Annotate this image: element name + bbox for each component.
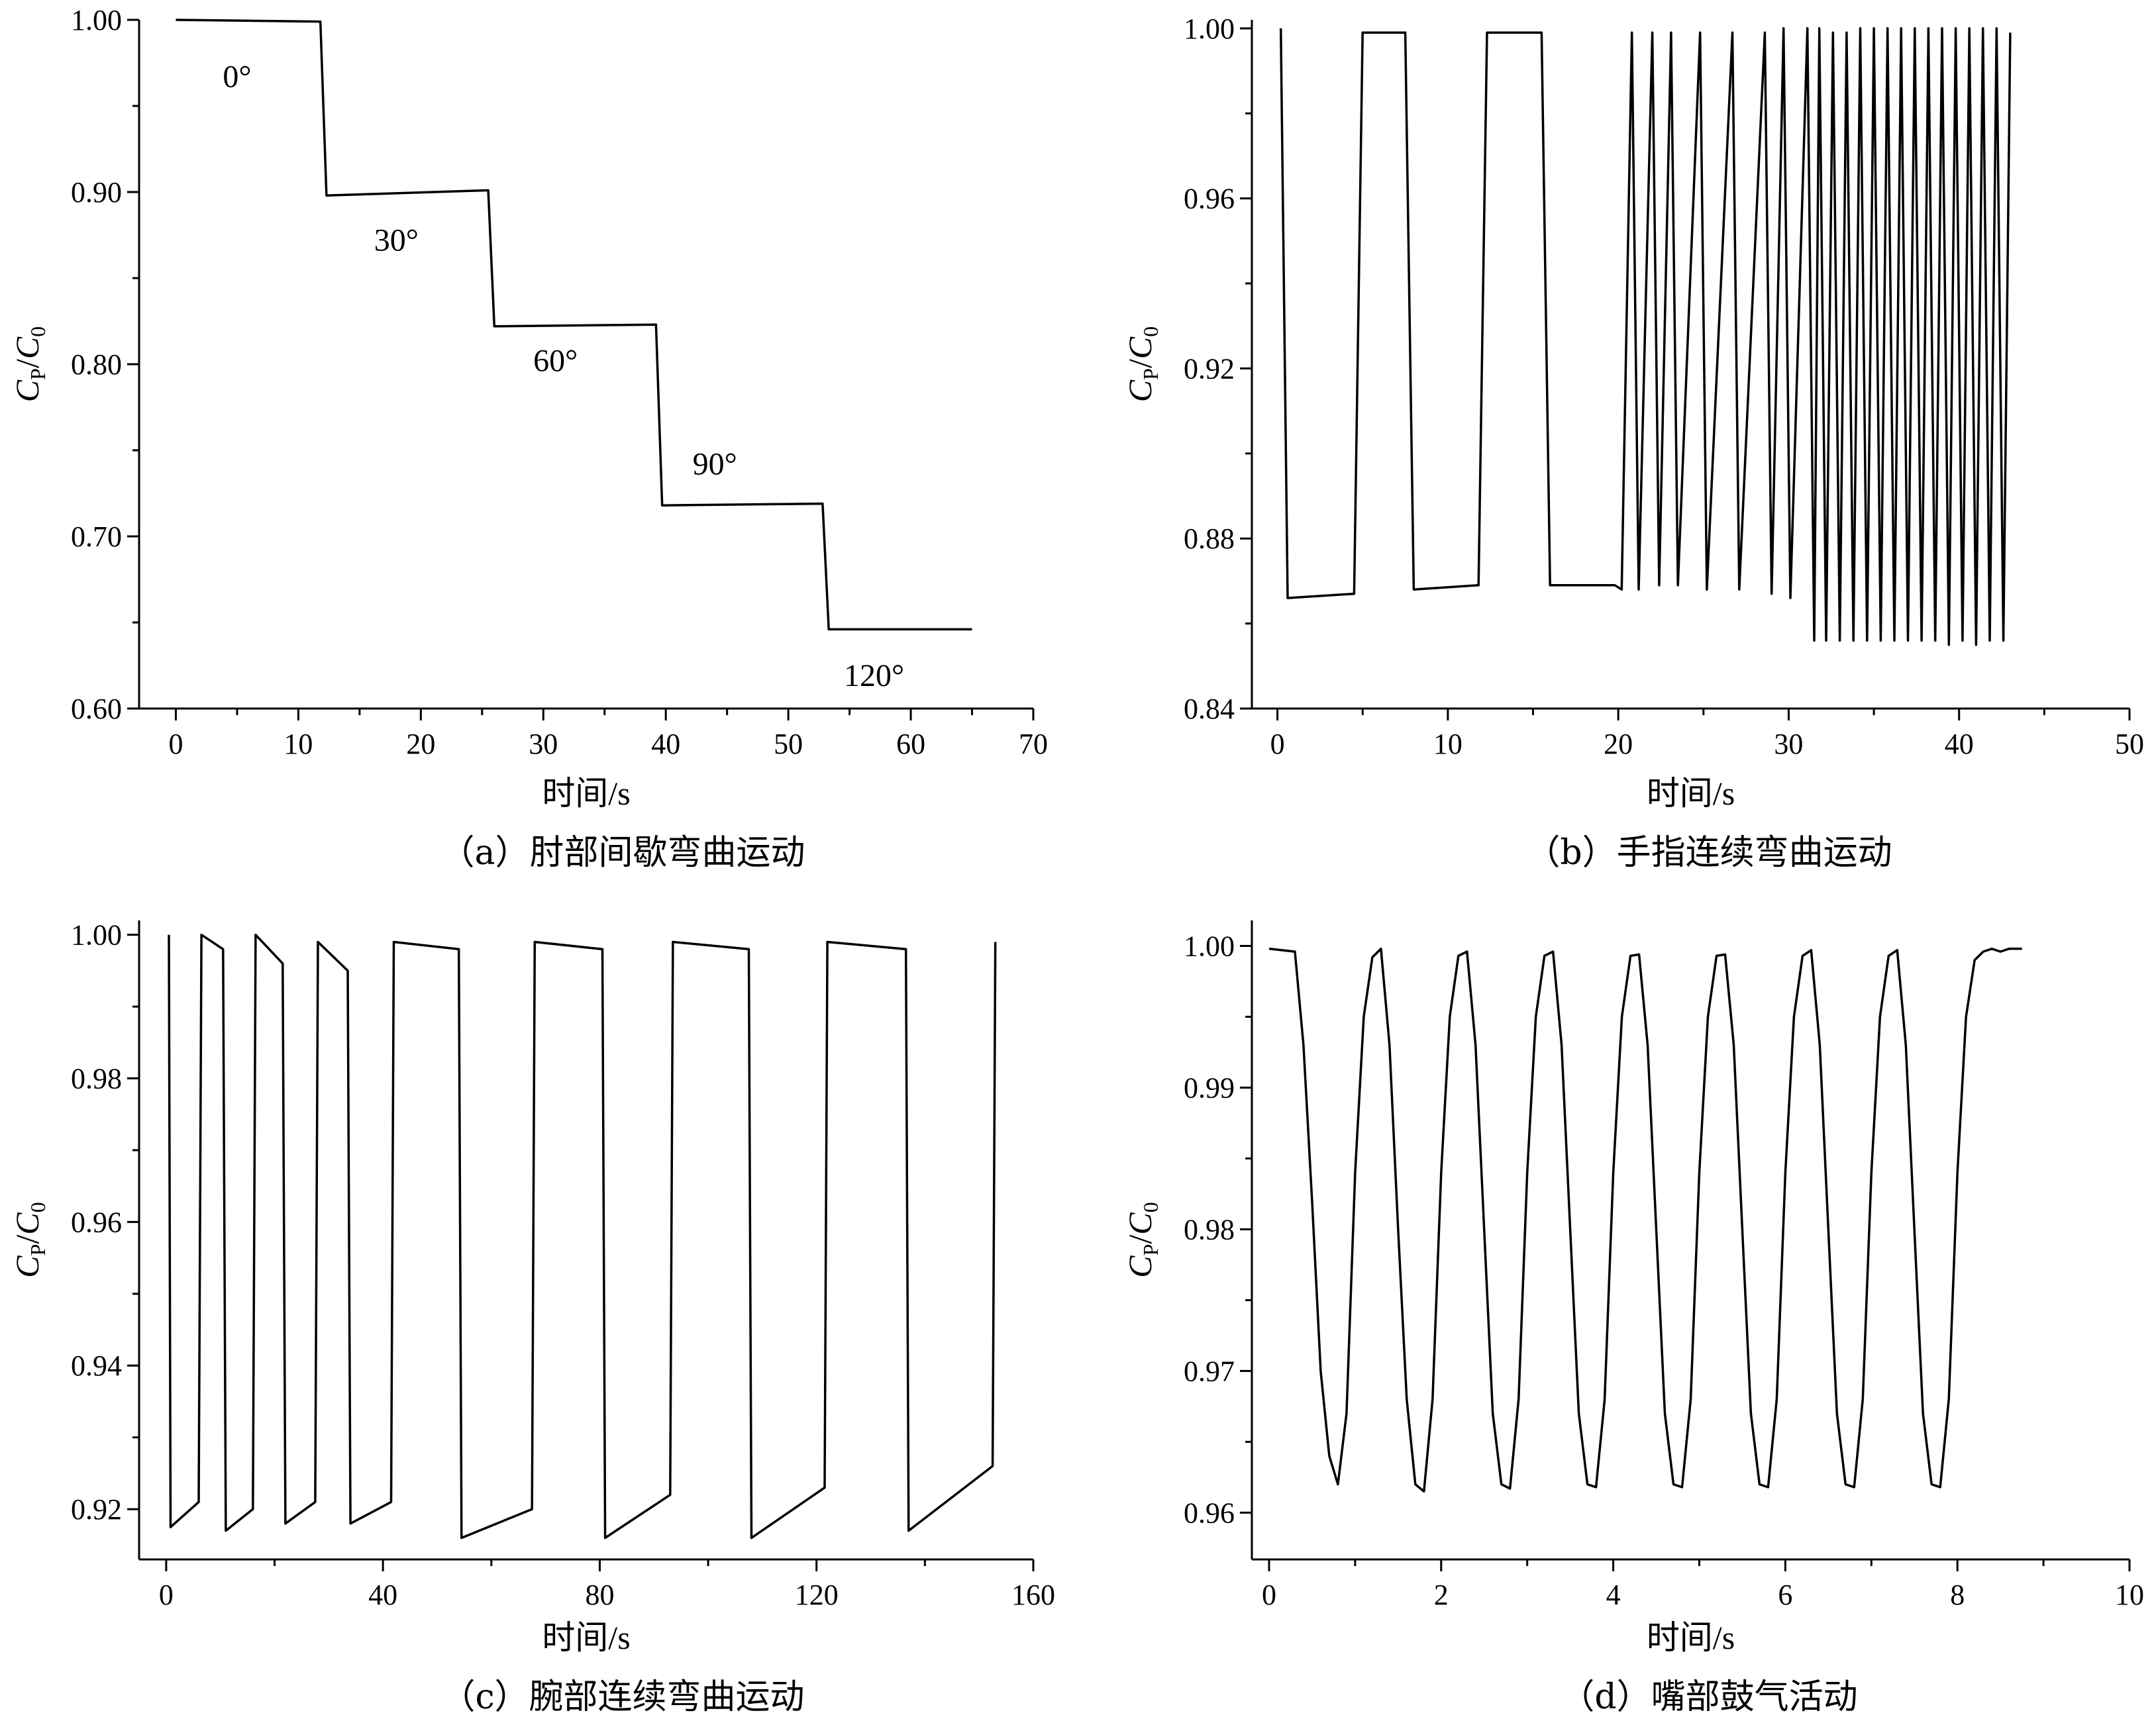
- x-tick-label: 20: [1604, 728, 1633, 760]
- y-tick-label: 0.96: [1184, 1497, 1235, 1529]
- x-axis-label: 时间/s: [1647, 775, 1735, 812]
- y-axis-label: CP/C0: [1121, 326, 1162, 402]
- caption-c: （c）腕部连续弯曲运动: [440, 1677, 805, 1717]
- y-tick-label: 0.98: [71, 1063, 122, 1095]
- y-tick-label: 0.90: [71, 176, 122, 209]
- x-axis-label: 时间/s: [542, 1619, 630, 1656]
- y-axis-label: CP/C0: [9, 326, 50, 402]
- x-tick-label: 60: [896, 728, 925, 760]
- y-tick-label: 1.00: [71, 919, 122, 952]
- angle-annotation: 90°: [693, 446, 737, 481]
- angle-annotation: 30°: [374, 222, 419, 258]
- y-axis-label: CP/C0: [1121, 1202, 1162, 1277]
- x-tick-label: 10: [2115, 1579, 2144, 1611]
- x-axis-label: 时间/s: [542, 775, 630, 812]
- y-tick-label: 0.88: [1184, 522, 1235, 555]
- x-tick-label: 8: [1950, 1579, 1965, 1611]
- series-line: [168, 933, 997, 1540]
- x-tick-label: 120: [795, 1579, 839, 1611]
- x-tick-label: 20: [406, 728, 435, 760]
- x-tick-label: 40: [1945, 728, 1974, 760]
- x-axis-label: 时间/s: [1647, 1619, 1735, 1656]
- x-tick-label: 40: [368, 1579, 397, 1611]
- y-tick-label: 1.00: [1184, 930, 1235, 963]
- y-axis-label: CP/C0: [9, 1202, 50, 1277]
- x-tick-label: 160: [1011, 1579, 1055, 1611]
- y-tick-label: 1.00: [71, 4, 122, 36]
- y-tick-label: 0.96: [1184, 183, 1235, 215]
- x-tick-label: 0: [1270, 728, 1285, 760]
- series-line: [1279, 27, 2012, 646]
- series-line: [1268, 948, 2022, 1493]
- series-line: [176, 19, 972, 631]
- x-tick-label: 0: [159, 1579, 174, 1611]
- x-tick-label: 0: [1262, 1579, 1276, 1611]
- chart-c: 0 40 80 120 160 0.92 0.94 0.96 0.98 1.00 时间/s CP/C0: [9, 919, 1055, 1656]
- y-tick-label: 0.60: [71, 693, 122, 725]
- chart-b: 0 10 20 30 40 50 0.84 0.88 0.92 0.96 1.00 时间/s CP/C0: [1121, 13, 2144, 812]
- x-tick-label: 10: [283, 728, 313, 760]
- angle-annotation: 60°: [533, 343, 578, 378]
- y-tick-label: 0.99: [1184, 1071, 1235, 1104]
- x-tick-label: 0: [168, 728, 183, 760]
- x-tick-label: 2: [1434, 1579, 1449, 1611]
- x-tick-label: 40: [651, 728, 680, 760]
- chart-d: 0 2 4 6 8 10 0.96 0.97 0.98 0.99 1.00 时间/s CP/C0: [1121, 920, 2144, 1656]
- x-tick-label: 30: [1774, 728, 1803, 760]
- y-tick-label: 0.80: [71, 348, 122, 381]
- y-tick-label: 0.98: [1184, 1213, 1235, 1246]
- y-tick-label: 0.96: [71, 1206, 122, 1238]
- y-tick-label: 0.84: [1184, 693, 1235, 725]
- y-tick-label: 0.70: [71, 520, 122, 553]
- x-tick-label: 6: [1778, 1579, 1792, 1611]
- x-tick-label: 4: [1606, 1579, 1621, 1611]
- caption-b: （b）手指连续弯曲运动: [1525, 833, 1892, 873]
- y-tick-label: 1.00: [1184, 13, 1235, 45]
- x-tick-label: 10: [1433, 728, 1463, 760]
- chart-a: 0 10 20 30 40 50 60 70 0.60 0.70 0.80 0.90 1.00 时间/s C…: [9, 4, 1048, 812]
- x-tick-label: 70: [1019, 728, 1048, 760]
- caption-d: （d）嘴部鼓气活动: [1560, 1677, 1858, 1717]
- x-tick-label: 80: [585, 1579, 614, 1611]
- y-tick-label: 0.97: [1184, 1355, 1235, 1387]
- y-tick-label: 0.92: [71, 1493, 122, 1526]
- x-tick-label: 30: [529, 728, 558, 760]
- x-tick-label: 50: [2115, 728, 2144, 760]
- angle-annotation: 120°: [844, 658, 904, 693]
- y-tick-label: 0.94: [71, 1350, 122, 1382]
- angle-annotation: 0°: [223, 59, 251, 94]
- y-tick-label: 0.92: [1184, 352, 1235, 385]
- x-tick-label: 50: [774, 728, 803, 760]
- caption-a: （a）肘部间歇弯曲运动: [440, 833, 805, 873]
